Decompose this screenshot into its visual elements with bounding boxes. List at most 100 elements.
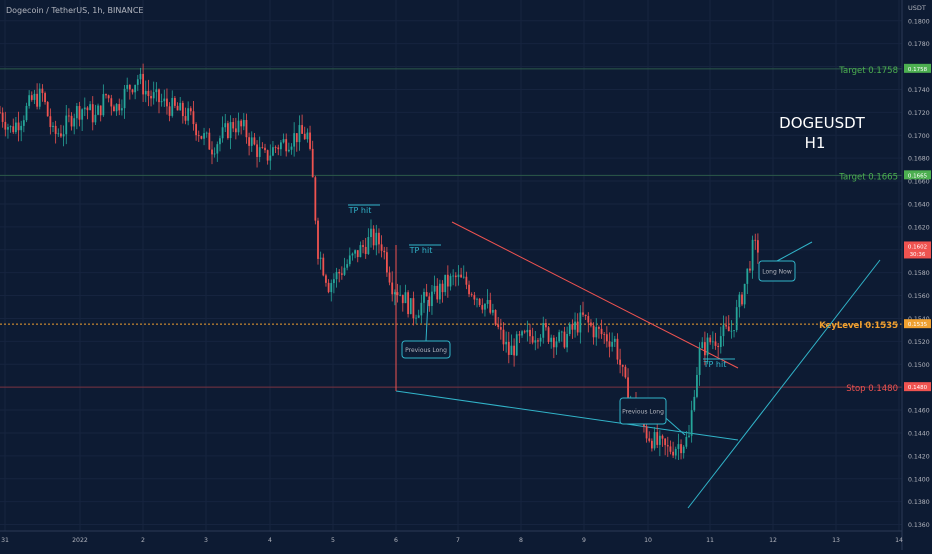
level-badge [904, 382, 931, 392]
candle-body [216, 144, 219, 154]
time-tick-label: 12 [769, 537, 777, 544]
candle-body [571, 324, 574, 330]
candle-body [54, 125, 57, 134]
candle-body [611, 341, 614, 347]
price-tick-label: 0.1700 [908, 133, 930, 140]
candle-body [598, 327, 600, 329]
candle-body [492, 310, 494, 313]
candle-body [22, 120, 25, 126]
price-tick-label: 0.1740 [908, 87, 930, 94]
candle-body [579, 312, 582, 333]
candle-body [592, 325, 595, 338]
candle-body [627, 377, 629, 403]
candle-body [409, 298, 412, 315]
candle-body [526, 329, 529, 333]
level-label: Target 0.1758 [838, 66, 898, 76]
time-tick-label: 5 [331, 537, 335, 544]
time-tick-label: 31 [1, 537, 9, 544]
candle-body [386, 252, 388, 273]
candle-body [322, 257, 325, 276]
candle-body [677, 444, 680, 449]
candle-body [338, 271, 341, 274]
candle-body [311, 148, 314, 178]
price-tick-label: 0.1460 [908, 408, 930, 415]
candle-body [306, 132, 309, 140]
grid [0, 0, 902, 531]
candle-body [441, 283, 444, 293]
candle-body [123, 88, 126, 109]
candle-body [115, 104, 118, 112]
candle-body [704, 342, 706, 356]
candle-body [147, 90, 150, 97]
candle-body [605, 334, 608, 342]
candle-body [462, 276, 465, 278]
candle-body [658, 435, 661, 445]
candle-body [560, 331, 563, 333]
candle-body [232, 122, 235, 129]
candle-body [624, 366, 627, 378]
candle-body [576, 321, 579, 333]
time-tick-label: 14 [895, 537, 903, 544]
candle-body [523, 331, 526, 333]
callout-box [619, 397, 667, 425]
candle-body [749, 268, 751, 271]
candle-body [680, 444, 682, 454]
candle-body [669, 446, 672, 452]
price-tick-label: 0.1720 [908, 110, 930, 117]
candle-body [621, 364, 624, 367]
level-badge [904, 63, 931, 73]
candle-body [9, 126, 12, 128]
candle-body [229, 122, 232, 139]
candle-body [401, 294, 404, 304]
candle-body [340, 273, 343, 275]
candle-body [7, 127, 9, 130]
candle-body [552, 337, 555, 348]
candle-body [391, 282, 394, 295]
level-badge-text: 0.1480 [908, 385, 928, 391]
last-price-countdown: 30:36 [910, 252, 926, 258]
time-tick-label: 2 [141, 537, 145, 544]
candle-body [44, 93, 46, 103]
time-axis[interactable]: 31 2022 2 3 4 5 6 7 8 9 10 11 12 13 14 [1, 537, 903, 544]
candle-body [237, 120, 240, 133]
price-axis-bg[interactable] [902, 0, 932, 550]
price-tick-label: 0.1400 [908, 476, 930, 483]
callout-pointer [776, 241, 813, 262]
candle-body [52, 125, 54, 128]
candle-body [454, 275, 457, 278]
candle-body [417, 315, 420, 318]
candle-body [107, 95, 110, 99]
candle-body [330, 283, 333, 293]
candle-body [73, 118, 76, 127]
time-tick-label: 10 [644, 537, 652, 544]
candle-body [30, 95, 33, 100]
candle-body [227, 123, 229, 139]
level-badge-text: 0.1535 [908, 322, 928, 328]
candle-body [160, 101, 163, 103]
tp-hit-label: TP hit [409, 246, 433, 255]
candle-body [335, 271, 338, 280]
candle-body [102, 94, 105, 116]
candle-body [757, 240, 759, 253]
candle-body [65, 115, 68, 135]
price-tick-label: 0.1360 [908, 522, 930, 529]
candle-body [110, 98, 113, 107]
candle-body [60, 133, 62, 137]
candle-body [253, 137, 256, 145]
candle-body [89, 104, 91, 111]
level-label: Stop 0.1480 [846, 384, 898, 394]
candle-body [706, 337, 709, 356]
candle-body [17, 122, 20, 131]
candle-body [412, 298, 415, 319]
candle-body [192, 111, 195, 125]
candle-body [250, 137, 253, 146]
candle-body [682, 446, 685, 454]
candle-body [354, 250, 356, 254]
candle-body [465, 276, 468, 285]
candle-body [319, 257, 322, 259]
candle-body [293, 133, 296, 147]
candle-body [242, 120, 245, 127]
candle-body [513, 345, 515, 356]
